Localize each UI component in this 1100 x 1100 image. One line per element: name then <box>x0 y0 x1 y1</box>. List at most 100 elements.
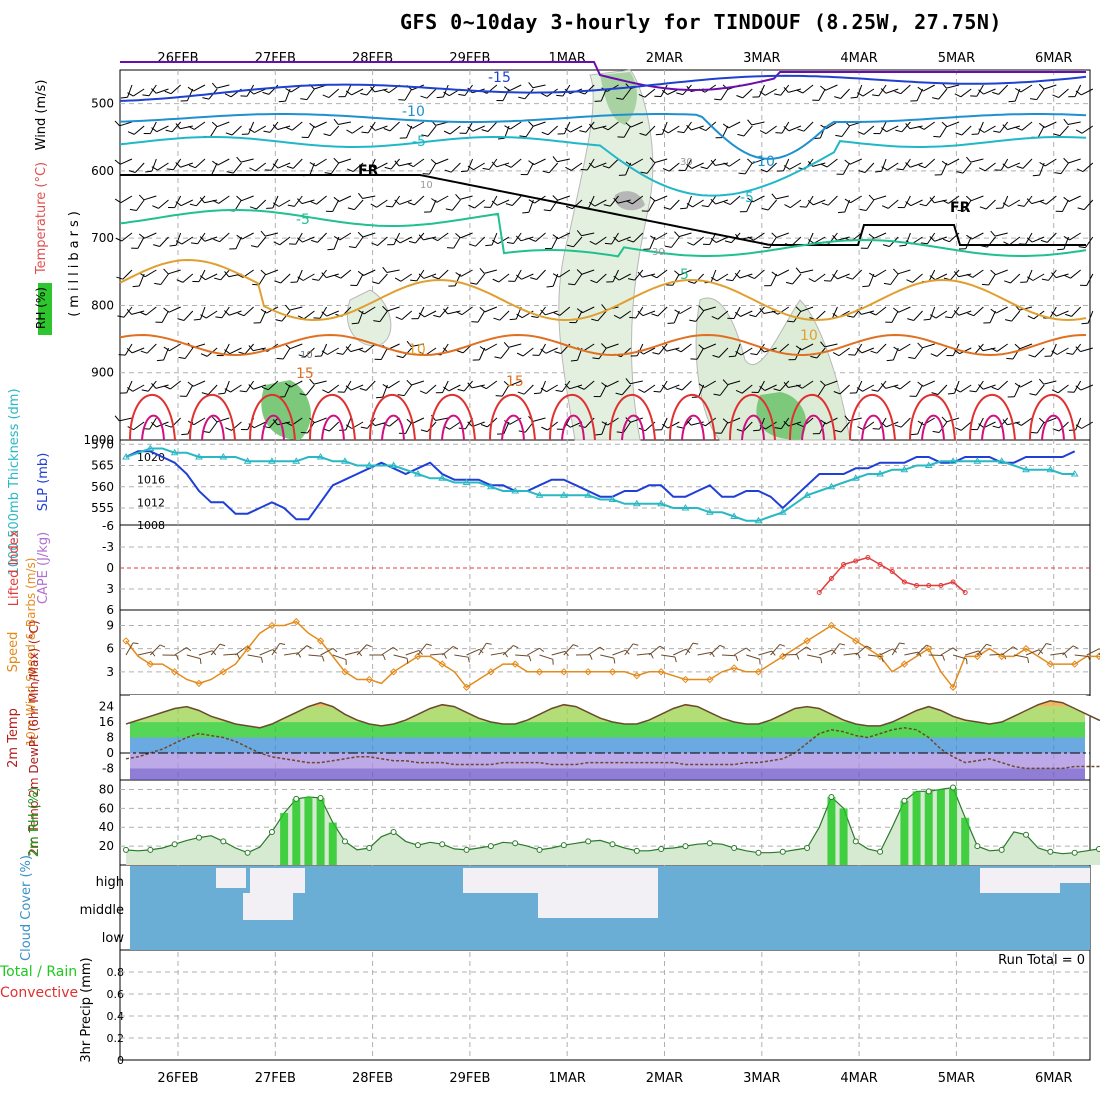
wind-barb-shaft <box>607 121 619 131</box>
slp-tick-label: 1012 <box>137 496 165 509</box>
wind-barb-flag <box>565 166 572 171</box>
rh-marker <box>682 843 689 850</box>
wind-speed-marker <box>316 637 325 645</box>
wind-barb-shaft <box>356 273 364 286</box>
wind-barb-shaft <box>817 384 826 397</box>
wind-speed-marker <box>535 668 544 676</box>
wind-barb-flag <box>834 429 842 433</box>
wind-barb-10m <box>405 649 423 656</box>
wind-barb-flag <box>274 280 281 284</box>
wind-barb <box>1005 310 1021 322</box>
wind-barb <box>348 236 364 249</box>
wind-barb-shaft <box>1081 125 1094 134</box>
wind-barb-flag <box>774 427 782 430</box>
wind-barb-flag <box>1038 417 1045 424</box>
wind-barb-10m <box>417 643 432 656</box>
wind-barb-flag <box>796 423 804 427</box>
wind-barb-shaft <box>463 380 473 392</box>
wind-barb-flag <box>592 357 600 360</box>
wind-barb <box>592 347 607 360</box>
wind-barb-shaft <box>362 195 376 199</box>
wind-barb-flag <box>398 432 406 434</box>
wind-barb <box>820 158 838 168</box>
wind-barb-shaft <box>557 195 571 201</box>
wind-barb-shaft <box>186 384 194 397</box>
wind-barb <box>152 199 169 209</box>
wind-barb-shaft <box>437 232 449 242</box>
li-tick-label: -3 <box>102 540 114 554</box>
wind-barb-shaft <box>278 199 291 207</box>
wind-barb-flag <box>771 193 777 200</box>
cloud-patch <box>980 868 1060 893</box>
wind-barb-flag <box>406 340 412 347</box>
wind-barb-flag <box>738 172 746 175</box>
wind-barb <box>653 380 668 393</box>
wind-barb-flag <box>262 91 270 95</box>
wind-barb-shaft <box>330 162 340 174</box>
panel-frame-precip <box>119 949 1091 1061</box>
wind-barb-flag <box>430 159 437 165</box>
wind-barb <box>613 310 631 319</box>
wind-barb-shaft <box>533 158 546 166</box>
wind-barb-flag <box>431 198 438 203</box>
wind-barb-shaft <box>1031 199 1045 205</box>
wind-barb-shaft <box>940 162 948 175</box>
wind-barb-shaft <box>765 125 777 135</box>
wind-barb-flag <box>516 313 523 319</box>
wind-barb-flag <box>958 248 966 250</box>
wind-barb-flag <box>601 126 609 131</box>
wind-barb <box>1051 384 1069 394</box>
wind-barb-flag <box>856 387 863 392</box>
wind-barb-flag <box>1015 421 1022 426</box>
thickness-marker <box>730 512 739 519</box>
wind-barb <box>723 195 741 205</box>
cloud-level-label: high <box>96 875 124 890</box>
wind-barb <box>532 343 546 356</box>
wind-barb-shaft <box>376 199 388 208</box>
contour-line-p25 <box>501 414 525 441</box>
wind-barb-shaft <box>934 236 948 242</box>
wind-barb-shaft <box>548 162 559 174</box>
wind-barb <box>734 310 753 317</box>
wind-barb <box>905 123 923 130</box>
wind-barb <box>748 269 765 279</box>
rh-marker <box>974 843 981 850</box>
wind-barb-flag <box>126 309 132 315</box>
wind-barb-10m-flag <box>539 647 545 653</box>
rh-marker <box>779 848 786 855</box>
wind-barb <box>411 306 425 320</box>
wind-barb-flag <box>795 345 802 351</box>
wind-barb-10m-flag <box>176 655 179 661</box>
wind-barb <box>761 199 777 211</box>
page-title: GFS 0~10day 3-hourly for TINDOUF (8.25W,… <box>400 10 1002 34</box>
wind-barb-flag <box>759 91 766 96</box>
wind-barb-flag <box>151 383 157 389</box>
wind-barb-flag <box>1039 122 1045 128</box>
wind-barb <box>192 269 206 283</box>
wind-barb-flag <box>410 279 417 282</box>
wind-barb-flag <box>812 433 820 435</box>
panel-frame-slp <box>119 439 1091 526</box>
wind-barb-shaft <box>435 158 449 165</box>
wind-barb <box>175 236 194 245</box>
wind-barb-shaft <box>316 195 327 205</box>
wind-barb-shaft <box>133 125 145 135</box>
wind-barb-flag <box>834 96 841 99</box>
wind-barb-10m-shaft <box>624 643 634 656</box>
wind-barb-shaft <box>1046 232 1057 243</box>
wind-barb-flag <box>832 352 840 357</box>
wind-barb-shaft <box>155 384 169 389</box>
wind-barb <box>651 306 668 317</box>
wind-barb-shaft <box>449 421 461 430</box>
wind-barb-flag <box>211 416 218 423</box>
wind-barb-flag <box>508 280 515 282</box>
wind-barb <box>699 121 717 131</box>
wind-barb <box>909 384 923 397</box>
wind-barb-shaft <box>305 384 315 396</box>
wind-barb-flag <box>1002 163 1009 169</box>
wind-barb <box>448 273 461 287</box>
wind-barb <box>347 199 364 211</box>
wind-barb-shaft <box>1020 380 1033 388</box>
wind-barb <box>445 199 461 211</box>
contour-line-p10 <box>119 258 1087 322</box>
